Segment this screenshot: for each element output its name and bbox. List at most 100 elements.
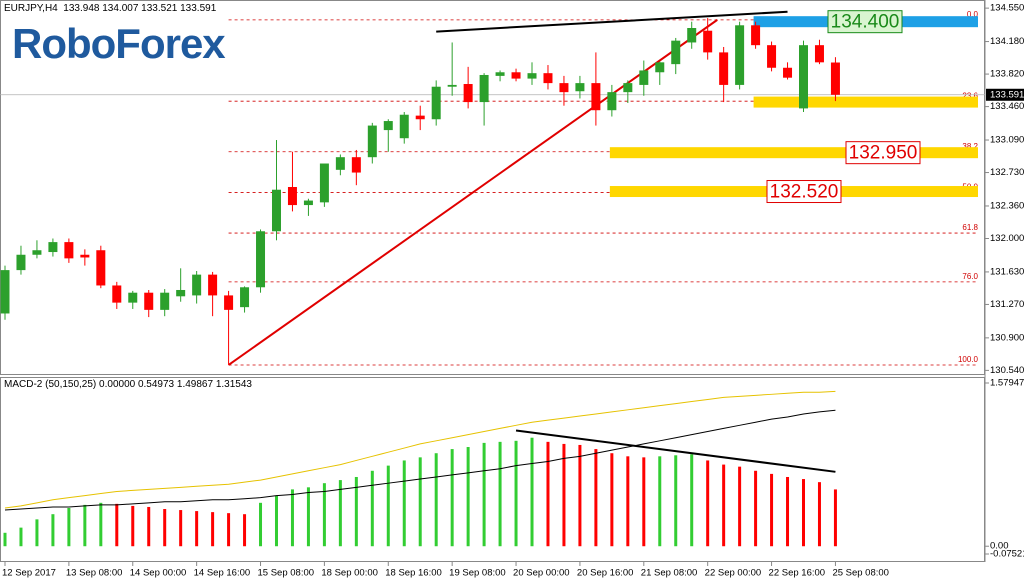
histogram-bar <box>83 504 87 547</box>
fib-label: 38.2 <box>962 142 978 151</box>
y-tick-label: 0.00 <box>990 541 1009 552</box>
y-tick-label: 131.630 <box>990 266 1024 277</box>
candle-body <box>639 70 649 85</box>
candle-body <box>96 250 106 286</box>
candle-body <box>735 25 745 85</box>
candle-body <box>799 45 808 109</box>
candle-body <box>256 231 266 288</box>
candle-body <box>64 242 74 259</box>
trend-line <box>515 429 836 473</box>
histogram-bar <box>243 514 247 547</box>
x-tick-label: 22 Sep 00:00 <box>705 568 762 579</box>
fib-label: 61.8 <box>962 223 978 232</box>
high: 134.007 <box>102 3 139 14</box>
candle-body <box>830 62 840 95</box>
candle-body <box>607 92 617 111</box>
histogram-bar <box>99 502 103 547</box>
candle-body <box>591 83 601 111</box>
candle-body <box>671 40 681 65</box>
zone <box>609 147 978 159</box>
zone-label-box <box>766 180 842 204</box>
zone-label: 132.950 <box>849 143 918 164</box>
candle-body <box>48 242 58 253</box>
histogram-bar <box>833 489 837 547</box>
histogram-bar <box>578 444 582 547</box>
histogram-bar <box>418 457 422 547</box>
candle-body <box>32 250 42 255</box>
histogram-bar <box>738 466 742 547</box>
histogram-bar <box>195 511 199 547</box>
y-tick-label: 133.820 <box>990 69 1024 80</box>
zone-label: 134.400 <box>831 12 900 33</box>
candle-body <box>112 285 122 303</box>
x-tick-label: 19 Sep 08:00 <box>449 568 506 579</box>
candle-body <box>303 200 313 206</box>
histogram-bar <box>450 449 454 547</box>
fib-label: 100.0 <box>958 355 979 364</box>
y-tick-label: 134.550 <box>990 3 1024 14</box>
macd-header: MACD-2 (50,150,25) 0.00000 0.54973 1.498… <box>4 379 252 390</box>
x-tick-label: 20 Sep 16:00 <box>577 568 634 579</box>
candle-body <box>447 84 457 87</box>
histogram-bar <box>322 483 326 547</box>
y-tick-label: 1.57947 <box>990 378 1024 389</box>
histogram-bar <box>482 442 486 547</box>
x-tick-label: 22 Sep 16:00 <box>769 568 826 579</box>
histogram-bar <box>35 519 39 547</box>
candle-body <box>463 84 473 103</box>
candle-body <box>128 292 138 303</box>
y-tick-label: 130.540 <box>990 365 1024 376</box>
x-tick-label: 21 Sep 08:00 <box>641 568 698 579</box>
histogram-bar <box>227 513 231 547</box>
candle-body <box>814 45 824 63</box>
candle-body <box>0 270 10 314</box>
open: 133.948 <box>63 3 100 14</box>
histogram-bar <box>754 470 758 547</box>
x-tick-label: 12 Sep 2017 <box>2 568 56 579</box>
trend-line <box>228 19 718 366</box>
candle-body <box>208 274 218 296</box>
candle-body <box>431 86 441 120</box>
candle-body <box>783 67 793 78</box>
candle-body <box>655 62 665 73</box>
histogram-bar <box>610 453 614 547</box>
histogram-bar <box>115 503 119 547</box>
x-tick-label: 15 Sep 08:00 <box>258 568 315 579</box>
histogram-bar <box>530 437 534 547</box>
candle-body <box>224 295 234 310</box>
y-tick-label: 132.360 <box>990 200 1024 211</box>
candle-body <box>351 157 361 173</box>
histogram-bar <box>466 447 470 547</box>
candle-body <box>240 287 250 308</box>
histogram-bar <box>690 454 694 547</box>
histogram-bar <box>211 512 215 547</box>
candle-body <box>751 25 761 46</box>
x-tick-label: 14 Sep 16:00 <box>194 568 251 579</box>
price-tag <box>986 88 1024 101</box>
y-tick-label: 132.000 <box>990 233 1024 244</box>
histogram-bar <box>402 460 406 547</box>
candle-body <box>511 72 521 79</box>
candle-body <box>16 254 26 271</box>
y-tick-label: -0.07521 <box>990 549 1024 560</box>
histogram-bar <box>674 455 678 547</box>
x-tick-label: 25 Sep 08:00 <box>832 568 889 579</box>
zone <box>753 96 978 108</box>
x-tick-label: 18 Sep 00:00 <box>321 568 378 579</box>
histogram-bar <box>274 495 278 547</box>
candle-body <box>271 189 281 232</box>
x-tick-label: 13 Sep 08:00 <box>66 568 123 579</box>
histogram-bar <box>817 482 821 547</box>
histogram-bar <box>770 473 774 547</box>
zone-label-box <box>845 141 921 165</box>
histogram-bar <box>706 460 710 547</box>
histogram-bar <box>3 532 7 547</box>
histogram-bar <box>386 465 390 547</box>
candle-body <box>399 114 409 139</box>
histogram-bar <box>259 502 263 547</box>
histogram-bar <box>642 457 646 547</box>
candle-body <box>192 274 202 296</box>
candle-body <box>703 30 713 53</box>
candle-body <box>527 73 537 79</box>
